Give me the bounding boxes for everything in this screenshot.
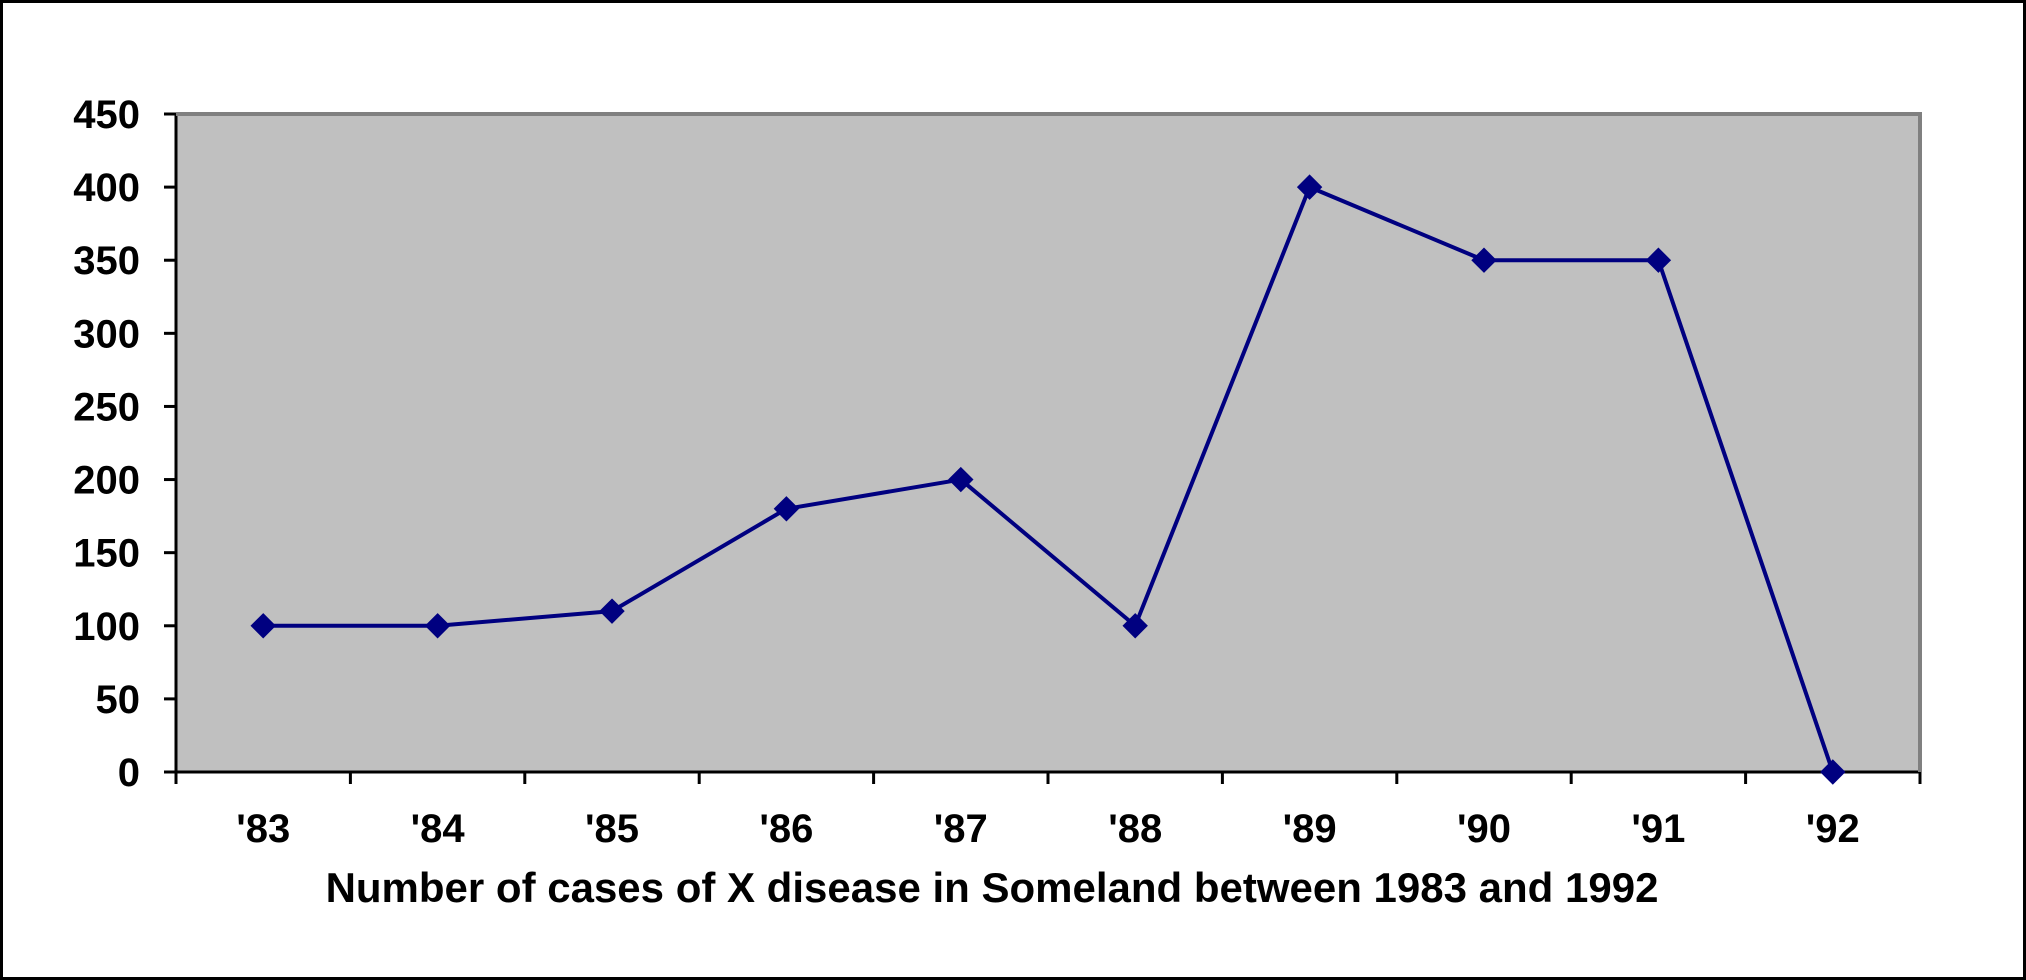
y-tick-label: 50	[96, 678, 141, 722]
x-tick-label: '87	[934, 807, 988, 851]
y-tick-label: 300	[73, 312, 140, 356]
x-tick-label: '83	[236, 807, 290, 851]
y-tick-label: 100	[73, 605, 140, 649]
x-tick-label: '86	[759, 807, 813, 851]
y-tick-label: 450	[73, 93, 140, 137]
data-point-marker	[773, 496, 800, 522]
y-tick-label: 150	[73, 532, 140, 576]
x-tick-label: '90	[1457, 807, 1511, 851]
y-tick-label: 400	[73, 166, 140, 210]
x-axis-title: Number of cases of X disease in Someland…	[326, 864, 1659, 911]
x-tick-label: '84	[411, 807, 466, 851]
y-axis: 0 50 100 150 200 250 300 350 400 450	[73, 93, 178, 795]
x-tick-label: '88	[1108, 807, 1162, 851]
y-tick-label: 200	[73, 459, 140, 503]
data-point-marker	[1296, 174, 1323, 200]
data-point-marker	[1820, 759, 1846, 785]
series-line	[263, 185, 1835, 773]
y-tick-label: 0	[118, 751, 140, 795]
data-point-marker	[599, 598, 625, 624]
x-tick-label: '92	[1806, 807, 1860, 851]
data-point-marker	[948, 466, 974, 493]
plot-area	[176, 114, 1920, 772]
data-point-marker	[1122, 613, 1148, 639]
data-point-marker	[1471, 247, 1497, 273]
series-layer	[250, 174, 1846, 785]
y-tick-label: 350	[73, 239, 140, 283]
x-tick-label: '85	[585, 807, 639, 851]
data-point-marker	[1645, 247, 1672, 273]
x-tick-label: '89	[1283, 807, 1337, 851]
data-point-marker	[424, 613, 451, 639]
y-tick-label: 250	[73, 385, 140, 429]
data-point-marker	[250, 613, 276, 639]
plot-border	[176, 112, 1922, 772]
x-tick-label: '91	[1631, 807, 1685, 851]
x-axis: '83 '84 '85 '86 '87 '88 '89 '90 '91 '92	[174, 770, 1922, 851]
